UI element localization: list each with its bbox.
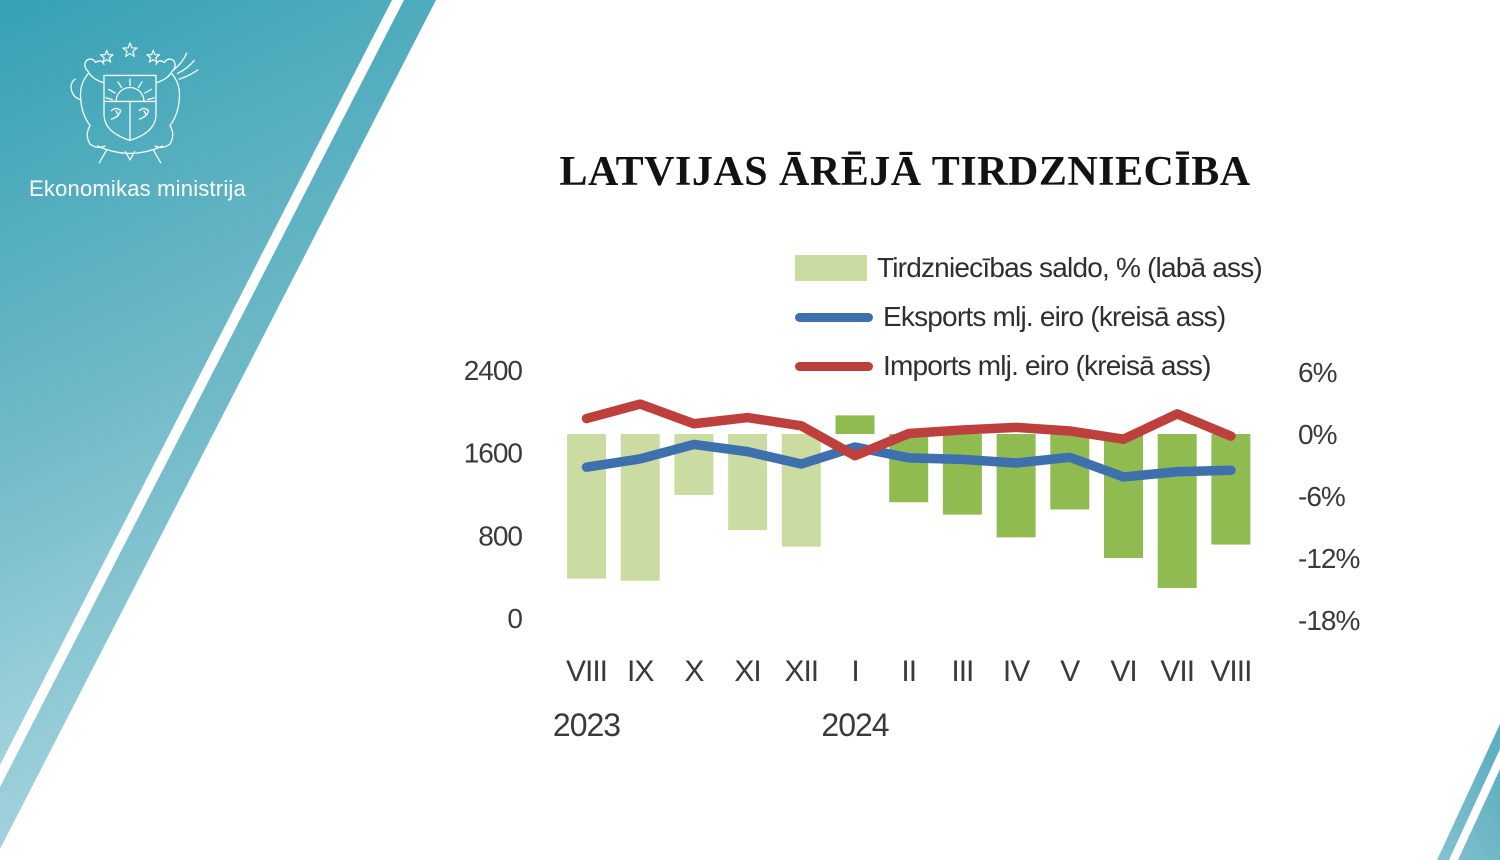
x-axis-month-7: III [951, 655, 973, 688]
chart-legend: Tirdzniecības saldo, % (labā ass) Ekspor… [795, 250, 1263, 397]
emblem-shield-dividers [103, 100, 157, 141]
right-axis-tick--12%: -12% [1298, 543, 1359, 574]
x-axis-month-3: XI [734, 655, 760, 688]
bar-2024-III [942, 434, 982, 515]
x-axis-month-8: IV [1003, 655, 1030, 688]
left-axis-tick-0: 0 [507, 603, 522, 634]
right-axis-tick--6%: -6% [1298, 481, 1345, 512]
bar-2023-XII [781, 434, 821, 547]
emblem-quarter-griffin [138, 107, 150, 120]
bar-2024-I [835, 415, 875, 434]
legend-swatch-saldo [795, 255, 867, 281]
org-name: Ekonomikas ministrija [29, 176, 246, 201]
emblem-shield [103, 74, 157, 142]
bar-2024-V [1050, 434, 1090, 510]
left-axis-tick-2400: 2400 [464, 355, 523, 386]
line-imports [581, 399, 1236, 461]
emblem-star-icon [122, 42, 138, 58]
teal-corner-wedge [1437, 724, 1500, 860]
teal-stripe [0, 0, 436, 849]
emblem-griffin-body [154, 72, 181, 149]
legend-item-eksports: Eksports mlj. eiro (kreisā ass) [795, 299, 1262, 335]
bar-2023-VIII [567, 434, 606, 579]
latvian-coat-of-arms-icon [70, 42, 199, 164]
x-axis-month-12: VIII [1210, 655, 1251, 688]
bar-2024-II [889, 434, 929, 503]
legend-item-saldo: Tirdzniecības saldo, % (labā ass) [795, 250, 1263, 286]
chart-title: LATVIJAS ĀRĒJĀ TIRDZNIECĪBA [559, 149, 1251, 195]
bar-2024-VI [1104, 434, 1143, 558]
legend-item-imports: Imports mlj. eiro (kreisā ass) [795, 348, 1262, 384]
emblem-star-icon [99, 49, 114, 63]
left-axis-tick-1600: 1600 [464, 438, 523, 469]
emblem-sun-rays [105, 78, 155, 101]
x-axis-month-5: I [851, 655, 858, 688]
bar-2024-VIII [1211, 434, 1251, 545]
emblem-stars [99, 42, 161, 63]
emblem-griffin-wing [172, 52, 199, 80]
x-axis-month-0: VIII [566, 655, 607, 688]
legend-label-saldo: Tirdzniecības saldo, % (labā ass) [877, 252, 1263, 283]
x-axis-month-2: X [684, 655, 704, 688]
wedge-white-line [1449, 749, 1500, 860]
x-axis-month-10: VI [1110, 655, 1136, 688]
legend-label-eksports: Eksports mlj. eiro (kreisā ass) [883, 301, 1226, 332]
line-eksports [581, 439, 1236, 482]
emblem-lion-tail [70, 78, 82, 101]
emblem-sun [115, 86, 145, 103]
x-axis-month-11: VII [1160, 655, 1194, 688]
x-axis-month-4: XII [784, 655, 818, 688]
emblem-griffin-head [155, 58, 176, 84]
x-axis-year-2023: 2023 [553, 707, 620, 743]
bar-2024-IV [996, 434, 1036, 538]
emblem-lion-head [84, 58, 105, 84]
right-axis-tick-6%: 6% [1298, 357, 1337, 388]
legend-label-imports: Imports mlj. eiro (kreisā ass) [883, 350, 1211, 381]
x-axis-year-2024: 2024 [821, 707, 888, 743]
right-axis-tick--18%: -18% [1298, 605, 1359, 636]
emblem-quarter-lion [110, 107, 122, 120]
x-axis-month-9: V [1060, 655, 1080, 688]
right-axis-tick-0%: 0% [1298, 419, 1337, 450]
emblem-star-icon [146, 49, 161, 63]
bar-2024-VII [1157, 434, 1197, 588]
legend-swatch-eksports [795, 312, 873, 322]
x-axis-month-6: II [901, 655, 916, 688]
legend-swatch-imports [795, 361, 873, 371]
emblem-lion-body [79, 72, 106, 149]
teal-main-block [0, 0, 392, 765]
x-axis-month-1: IX [627, 655, 654, 688]
emblem-base-ribbon [96, 145, 164, 164]
left-axis-tick-800: 800 [478, 520, 522, 551]
